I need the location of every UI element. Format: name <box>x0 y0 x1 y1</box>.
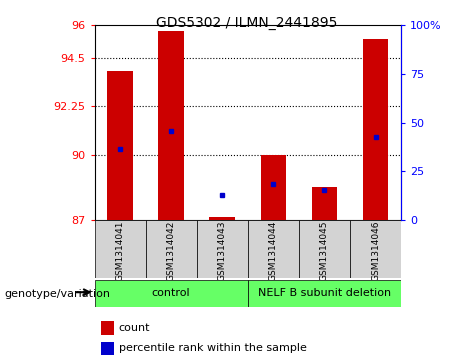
Bar <box>350 220 401 278</box>
Bar <box>100 342 114 355</box>
Bar <box>248 220 299 278</box>
Bar <box>146 220 197 278</box>
Text: GSM1314046: GSM1314046 <box>371 221 380 281</box>
Text: genotype/variation: genotype/variation <box>5 289 111 299</box>
Bar <box>107 71 133 220</box>
Text: control: control <box>152 288 190 298</box>
Bar <box>209 217 235 220</box>
Text: NELF B subunit deletion: NELF B subunit deletion <box>258 288 391 298</box>
Bar <box>95 280 248 307</box>
Bar <box>100 322 114 335</box>
Bar <box>95 220 146 278</box>
Text: GSM1314044: GSM1314044 <box>269 221 278 281</box>
Text: GSM1314043: GSM1314043 <box>218 221 227 281</box>
Bar <box>248 280 401 307</box>
Text: GSM1314041: GSM1314041 <box>116 221 124 281</box>
Bar <box>197 220 248 278</box>
Bar <box>363 40 388 220</box>
Text: GSM1314042: GSM1314042 <box>166 221 176 281</box>
Bar <box>299 220 350 278</box>
Text: GDS5302 / ILMN_2441895: GDS5302 / ILMN_2441895 <box>156 16 337 30</box>
Text: percentile rank within the sample: percentile rank within the sample <box>119 343 307 354</box>
Bar <box>260 155 286 220</box>
Bar <box>312 187 337 220</box>
Text: GSM1314045: GSM1314045 <box>320 221 329 281</box>
Text: count: count <box>119 323 150 333</box>
Bar <box>159 31 184 220</box>
